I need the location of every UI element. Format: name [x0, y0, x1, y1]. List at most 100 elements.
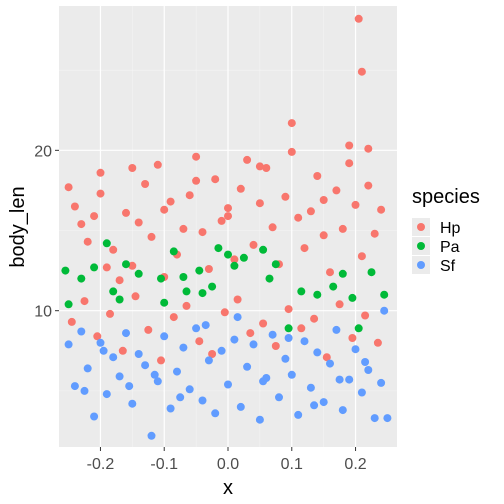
data-point-hp [262, 164, 271, 172]
data-point-hp [281, 192, 290, 201]
data-point-pa [271, 260, 280, 269]
data-point-hp [211, 175, 220, 184]
data-point-pa [284, 324, 293, 333]
legend-label-sf: Sf [440, 258, 456, 275]
data-point-pa [61, 266, 70, 275]
data-point-hp [80, 297, 89, 306]
data-point-hp [236, 184, 245, 193]
data-point-sf [383, 414, 392, 423]
data-point-pa [122, 260, 130, 269]
x-tick-label: -0.2 [87, 456, 115, 473]
data-point-sf [255, 415, 264, 424]
data-point-sf [310, 401, 319, 410]
data-point-hp [157, 356, 165, 365]
data-point-pa [208, 282, 217, 291]
data-point-hp [243, 155, 252, 164]
legend-label-pa: Pa [440, 239, 460, 256]
data-point-hp [230, 255, 239, 264]
data-point-pa [367, 268, 376, 277]
data-point-hp [297, 324, 306, 333]
data-point-pa [348, 293, 357, 302]
data-point-pa [354, 324, 363, 333]
data-point-sf [160, 332, 169, 341]
data-point-sf [70, 382, 79, 391]
data-point-hp [166, 197, 175, 206]
data-point-pa [134, 269, 143, 278]
data-point-sf [204, 356, 213, 365]
data-point-sf [102, 390, 111, 399]
data-point-hp [364, 144, 373, 153]
data-point-hp [224, 204, 232, 213]
data-point-hp [220, 308, 229, 317]
data-point-hp [198, 228, 207, 237]
data-point-pa [230, 261, 239, 270]
data-point-hp [106, 309, 114, 318]
data-point-sf [147, 431, 156, 440]
data-point-sf [236, 402, 245, 411]
data-point-pa [179, 273, 188, 281]
data-point-hp [169, 313, 178, 322]
data-point-pa [313, 290, 322, 299]
data-point-pa [265, 274, 274, 283]
x-tick-label: -0.1 [150, 456, 178, 473]
data-point-sf [377, 378, 386, 387]
data-point-hp [118, 346, 127, 355]
data-point-hp [147, 232, 156, 241]
data-point-sf [224, 380, 232, 389]
data-point-sf [370, 414, 379, 423]
data-point-sf [179, 343, 188, 352]
data-point-pa [64, 300, 73, 309]
data-point-pa [224, 250, 232, 259]
data-point-sf [230, 335, 239, 344]
x-tick-label: 0.1 [281, 456, 303, 473]
data-point-pa [198, 289, 207, 298]
data-point-hp [192, 176, 201, 185]
data-point-pa [329, 282, 338, 291]
data-point-hp [335, 300, 344, 309]
data-point-sf [211, 409, 220, 418]
data-point-sf [122, 329, 130, 338]
data-point-sf [332, 325, 341, 334]
data-point-pa [115, 295, 124, 304]
y-tick-label: 10 [34, 304, 52, 321]
data-point-sf [357, 388, 366, 397]
data-point-hp [357, 252, 366, 261]
x-axis-title: x [223, 477, 233, 499]
data-point-sf [134, 350, 143, 358]
data-point-sf [166, 404, 175, 413]
data-point-hp [122, 208, 130, 217]
legend-key-sf [417, 261, 425, 269]
data-point-hp [160, 205, 169, 214]
legend-key-hp [417, 223, 425, 231]
data-point-hp [326, 268, 334, 277]
data-point-hp [284, 305, 293, 314]
data-point-hp [128, 261, 137, 270]
data-point-hp [128, 164, 137, 172]
data-point-hp [83, 237, 92, 246]
data-point-sf [150, 370, 159, 379]
data-point-sf [77, 327, 86, 336]
legend-label-hp: Hp [440, 220, 461, 237]
data-point-hp [259, 319, 268, 328]
data-point-pa [77, 274, 86, 283]
data-point-hp [93, 332, 102, 341]
data-point-sf [80, 386, 89, 395]
data-point-sf [90, 412, 99, 421]
data-point-hp [141, 180, 150, 188]
data-point-hp [96, 189, 105, 198]
data-point-sf [243, 362, 252, 371]
data-point-sf [249, 340, 258, 349]
data-point-pa [239, 253, 248, 262]
data-point-pa [182, 287, 191, 296]
data-point-hp [271, 342, 280, 350]
data-point-hp [319, 231, 328, 240]
data-point-hp [306, 207, 315, 216]
data-point-pa [160, 298, 169, 307]
data-point-hp [354, 14, 363, 23]
data-point-sf [294, 410, 303, 419]
data-point-sf [275, 393, 283, 402]
data-point-sf [141, 361, 150, 370]
data-point-hp [217, 216, 226, 225]
data-point-hp [313, 172, 322, 180]
data-point-sf [153, 377, 162, 386]
